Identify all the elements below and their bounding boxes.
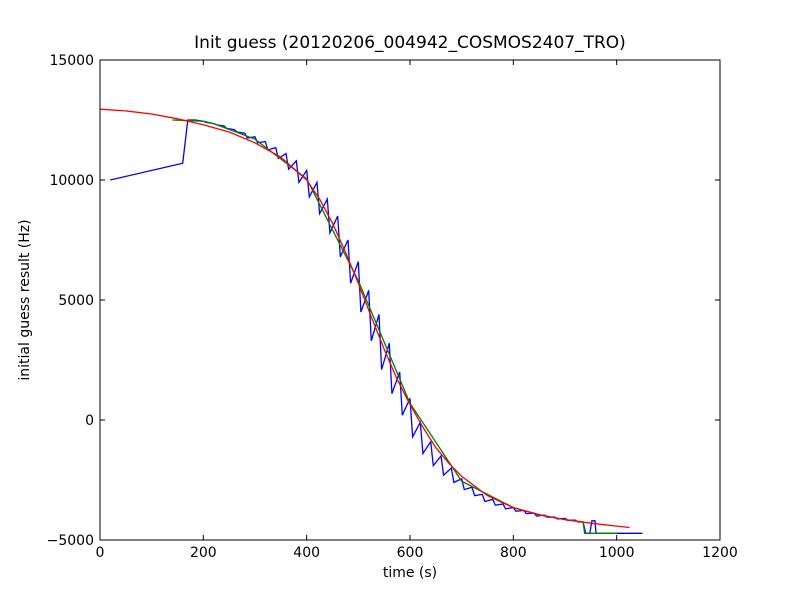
y-tick-label: 10000: [49, 173, 94, 189]
chart-title: Init guess (20120206_004942_COSMOS2407_T…: [194, 33, 626, 53]
ticks-layer: 0 200 400 600 800 1000 1200−500005000100001500…: [47, 53, 738, 561]
x-tick-label: 1200: [702, 545, 738, 561]
x-tick-label: 1000: [599, 545, 635, 561]
x-tick-label: 400: [293, 545, 320, 561]
x-tick-label: 600: [397, 545, 424, 561]
series-layer: [99, 108, 643, 534]
y-tick-label: 5000: [58, 293, 94, 309]
x-axis-label: time (s): [383, 565, 437, 581]
y-tick-label: 15000: [49, 53, 94, 69]
y-tick-label: −5000: [47, 533, 94, 549]
y-tick-label: 0: [85, 413, 94, 429]
x-tick-label: 200: [190, 545, 217, 561]
y-axis-label: initial guess result (Hz): [17, 219, 33, 380]
x-tick-label: 0: [96, 545, 105, 561]
series-line-2: [99, 108, 630, 529]
series-line-0: [110, 119, 643, 534]
x-tick-label: 800: [500, 545, 527, 561]
